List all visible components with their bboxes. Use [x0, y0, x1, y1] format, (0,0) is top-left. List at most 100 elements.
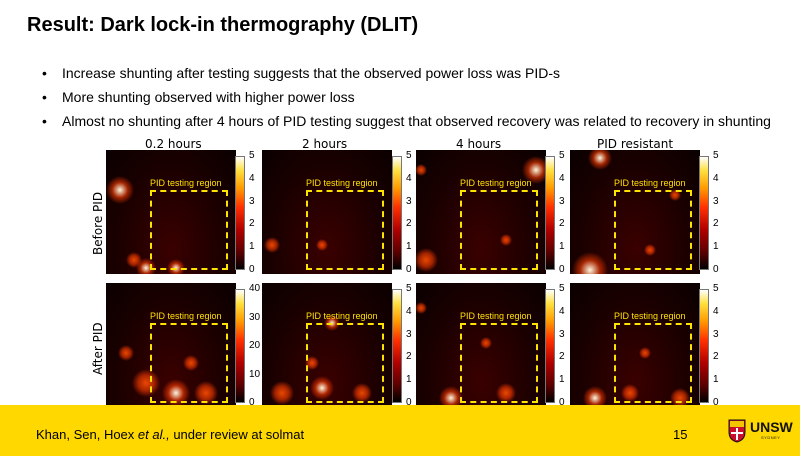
colorbar-tick-label: 1: [713, 374, 719, 386]
bullet-item: Increase shunting after testing suggests…: [42, 64, 782, 82]
pid-testing-region-label: PID testing region: [306, 311, 378, 321]
pid-testing-region-label: PID testing region: [150, 178, 222, 188]
colorbar-tick-label: 0: [559, 264, 565, 275]
colorbar: [235, 289, 245, 403]
colorbar-tick-label: 4: [249, 172, 255, 184]
colorbar-tick-label: 3: [406, 328, 412, 340]
colorbar-tick-label: 5: [713, 283, 719, 294]
colorbar-tick-label: 2: [559, 351, 565, 363]
pid-testing-region-label: PID testing region: [614, 311, 686, 321]
bullet-item: Almost no shunting after 4 hours of PID …: [42, 112, 782, 130]
footer-bar: Khan, Sen, Hoex et al., under review at …: [0, 405, 800, 456]
page-number: 15: [673, 427, 688, 442]
colorbar-tick-label: 5: [559, 150, 565, 161]
colorbar-tick-label: 3: [406, 195, 412, 207]
pid-testing-region-outline: [150, 190, 228, 270]
colorbar-tick-label: 4: [406, 305, 412, 317]
colorbar: [545, 289, 555, 403]
slide-title: Result: Dark lock-in thermography (DLIT): [27, 14, 419, 36]
colorbar-tick-label: 5: [406, 283, 412, 294]
colorbar: [699, 156, 709, 270]
colorbar-tick-label: 1: [249, 241, 255, 253]
pid-testing-region-label: PID testing region: [460, 311, 532, 321]
colorbar-tick-label: 5: [713, 150, 719, 161]
pid-testing-region-outline: [460, 323, 538, 403]
colorbar-tick-label: 4: [713, 172, 719, 184]
colorbar-tick-label: 5: [406, 150, 412, 161]
colorbar-tick-label: 4: [559, 172, 565, 184]
column-label: 0.2 hours: [145, 137, 202, 151]
row-label: After PID: [91, 322, 105, 375]
colorbar: [392, 156, 402, 270]
citation-authors: Khan, Sen, Hoex: [36, 427, 138, 442]
colorbar-tick-label: 40: [249, 283, 261, 294]
colorbar: [392, 289, 402, 403]
colorbar-tick-label: 4: [559, 305, 565, 317]
pid-testing-region-outline: [150, 323, 228, 403]
pid-testing-region-outline: [460, 190, 538, 270]
colorbar-tick-label: 3: [713, 195, 719, 207]
pid-testing-region-outline: [306, 190, 384, 270]
logo-wordmark: UNSW: [750, 419, 793, 435]
colorbar-tick-label: 0: [249, 264, 255, 275]
crest-icon: [728, 419, 746, 443]
colorbar-tick-label: 0: [559, 397, 565, 408]
citation: Khan, Sen, Hoex et al., under review at …: [36, 427, 304, 442]
colorbar-tick-label: 0: [406, 264, 412, 275]
colorbar-tick-label: 2: [406, 351, 412, 363]
thermography-image: PID testing region: [262, 283, 392, 407]
colorbar-tick-label: 0: [249, 397, 255, 408]
pid-testing-region-outline: [306, 323, 384, 403]
colorbar-tick-label: 1: [559, 241, 565, 253]
colorbar-tick-label: 1: [406, 374, 412, 386]
colorbar-tick-label: 20: [249, 340, 261, 351]
thermography-image: PID testing region: [262, 150, 392, 274]
citation-etal: et al.,: [137, 427, 170, 442]
logo-subtitle: SYDNEY: [761, 435, 781, 440]
pid-testing-region-outline: [614, 190, 692, 270]
unsw-logo: UNSW SYDNEY: [728, 417, 794, 447]
column-label: PID resistant: [597, 137, 674, 151]
column-label: 4 hours: [456, 137, 502, 151]
colorbar-tick-label: 10: [249, 368, 261, 380]
colorbar-tick-label: 0: [406, 397, 412, 408]
colorbar-tick-label: 30: [249, 311, 261, 323]
bullet-list: Increase shunting after testing suggests…: [42, 64, 782, 136]
colorbar-tick-label: 3: [713, 328, 719, 340]
colorbar-tick-label: 2: [406, 218, 412, 230]
colorbar-tick-label: 4: [406, 172, 412, 184]
colorbar: [699, 289, 709, 403]
colorbar-tick-label: 5: [559, 283, 565, 294]
pid-testing-region-label: PID testing region: [460, 178, 532, 188]
thermography-image: PID testing region: [570, 150, 700, 274]
colorbar: [545, 156, 555, 270]
colorbar-tick-label: 0: [713, 264, 719, 275]
thermography-image: PID testing region: [416, 150, 546, 274]
column-label: 2 hours: [302, 137, 348, 151]
bullet-item: More shunting observed with higher power…: [42, 88, 782, 106]
colorbar-tick-label: 1: [406, 241, 412, 253]
colorbar-tick-label: 2: [249, 218, 255, 230]
pid-testing-region-label: PID testing region: [150, 311, 222, 321]
thermography-image: PID testing region: [106, 150, 236, 274]
thermography-image: PID testing region: [106, 283, 236, 407]
citation-venue: under review at solmat: [169, 427, 305, 442]
colorbar-tick-label: 2: [713, 218, 719, 230]
pid-testing-region-outline: [614, 323, 692, 403]
colorbar-tick-label: 2: [713, 351, 719, 363]
colorbar-tick-label: 3: [559, 195, 565, 207]
colorbar-tick-label: 5: [249, 150, 255, 161]
colorbar: [235, 156, 245, 270]
colorbar-tick-label: 2: [559, 218, 565, 230]
colorbar-tick-label: 1: [713, 241, 719, 253]
row-label: Before PID: [91, 191, 105, 255]
pid-testing-region-label: PID testing region: [306, 178, 378, 188]
colorbar-tick-label: 3: [559, 328, 565, 340]
colorbar-tick-label: 0: [713, 397, 719, 408]
colorbar-tick-label: 1: [559, 374, 565, 386]
thermography-image: PID testing region: [416, 283, 546, 407]
pid-testing-region-label: PID testing region: [614, 178, 686, 188]
thermography-image: PID testing region: [570, 283, 700, 407]
colorbar-tick-label: 4: [713, 305, 719, 317]
colorbar-tick-label: 3: [249, 195, 255, 207]
